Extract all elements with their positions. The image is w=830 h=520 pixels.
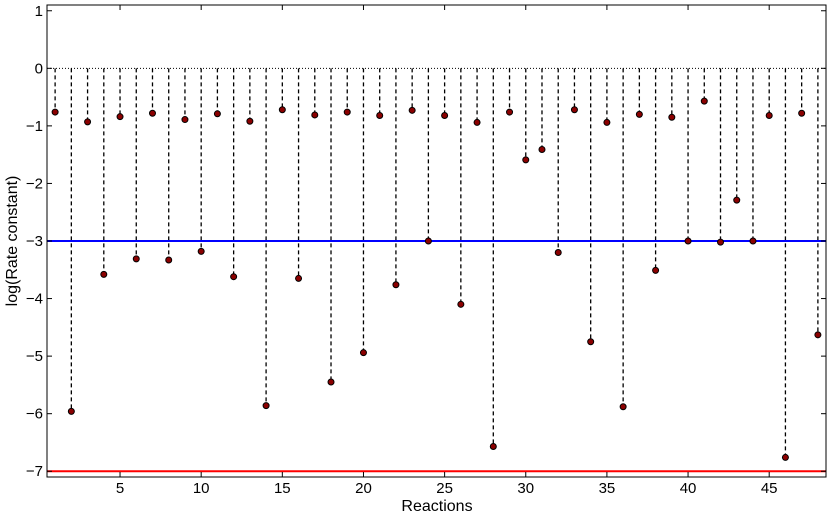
point-32	[554, 249, 562, 257]
point-24	[424, 237, 432, 245]
point-13	[246, 117, 254, 125]
point-31	[538, 145, 546, 153]
point-45	[765, 112, 773, 120]
point-25	[441, 112, 449, 120]
y-tick-label-7: −6	[26, 406, 43, 423]
point-16	[295, 274, 303, 282]
point-1	[51, 108, 59, 116]
x-tick-label-35: 35	[599, 480, 616, 497]
y-tick-label-0: 1	[35, 3, 43, 20]
x-tick-label-5: 5	[116, 480, 124, 497]
point-40	[684, 237, 692, 245]
x-tick-label-45: 45	[761, 480, 778, 497]
point-27	[473, 118, 481, 126]
point-41	[700, 97, 708, 105]
y-tick-label-8: −7	[26, 463, 43, 480]
point-14	[262, 402, 270, 410]
point-7	[148, 109, 156, 117]
x-axis-label: Reactions	[401, 498, 472, 515]
point-10	[197, 247, 205, 255]
point-33	[570, 106, 578, 114]
x-tick-label-25: 25	[436, 480, 453, 497]
point-37	[635, 110, 643, 118]
point-3	[84, 118, 92, 126]
point-29	[506, 108, 514, 116]
y-axis-label: log(Rate constant)	[4, 176, 21, 307]
point-9	[181, 116, 189, 124]
x-tick-label-20: 20	[355, 480, 372, 497]
point-12	[230, 273, 238, 281]
y-tick-label-2: −1	[26, 118, 43, 135]
point-5	[116, 113, 124, 121]
y-tick-label-1: 0	[35, 60, 43, 77]
point-47	[798, 109, 806, 117]
point-48	[814, 331, 822, 339]
y-tick-label-6: −5	[26, 348, 43, 365]
point-39	[668, 113, 676, 121]
x-tick-label-15: 15	[274, 480, 291, 497]
point-19	[343, 108, 351, 116]
point-46	[781, 453, 789, 461]
point-22	[392, 281, 400, 289]
point-4	[100, 270, 108, 278]
point-30	[522, 156, 530, 164]
x-tick-label-10: 10	[193, 480, 210, 497]
point-6	[132, 255, 140, 263]
point-43	[733, 196, 741, 204]
point-8	[165, 256, 173, 264]
point-36	[619, 403, 627, 411]
point-18	[327, 378, 335, 386]
point-17	[311, 111, 319, 119]
point-20	[359, 349, 367, 357]
point-38	[652, 266, 660, 274]
y-tick-label-4: −3	[26, 233, 43, 250]
point-42	[717, 238, 725, 246]
point-23	[408, 106, 416, 114]
point-44	[749, 237, 757, 245]
point-35	[603, 118, 611, 126]
y-tick-label-3: −2	[26, 175, 43, 192]
point-21	[376, 112, 384, 120]
point-2	[67, 407, 75, 415]
point-28	[489, 442, 497, 450]
x-tick-label-40: 40	[680, 480, 697, 497]
point-26	[457, 300, 465, 308]
point-11	[213, 110, 221, 118]
point-34	[587, 338, 595, 346]
x-tick-label-30: 30	[517, 480, 534, 497]
y-tick-label-5: −4	[26, 291, 43, 308]
point-15	[278, 106, 286, 114]
